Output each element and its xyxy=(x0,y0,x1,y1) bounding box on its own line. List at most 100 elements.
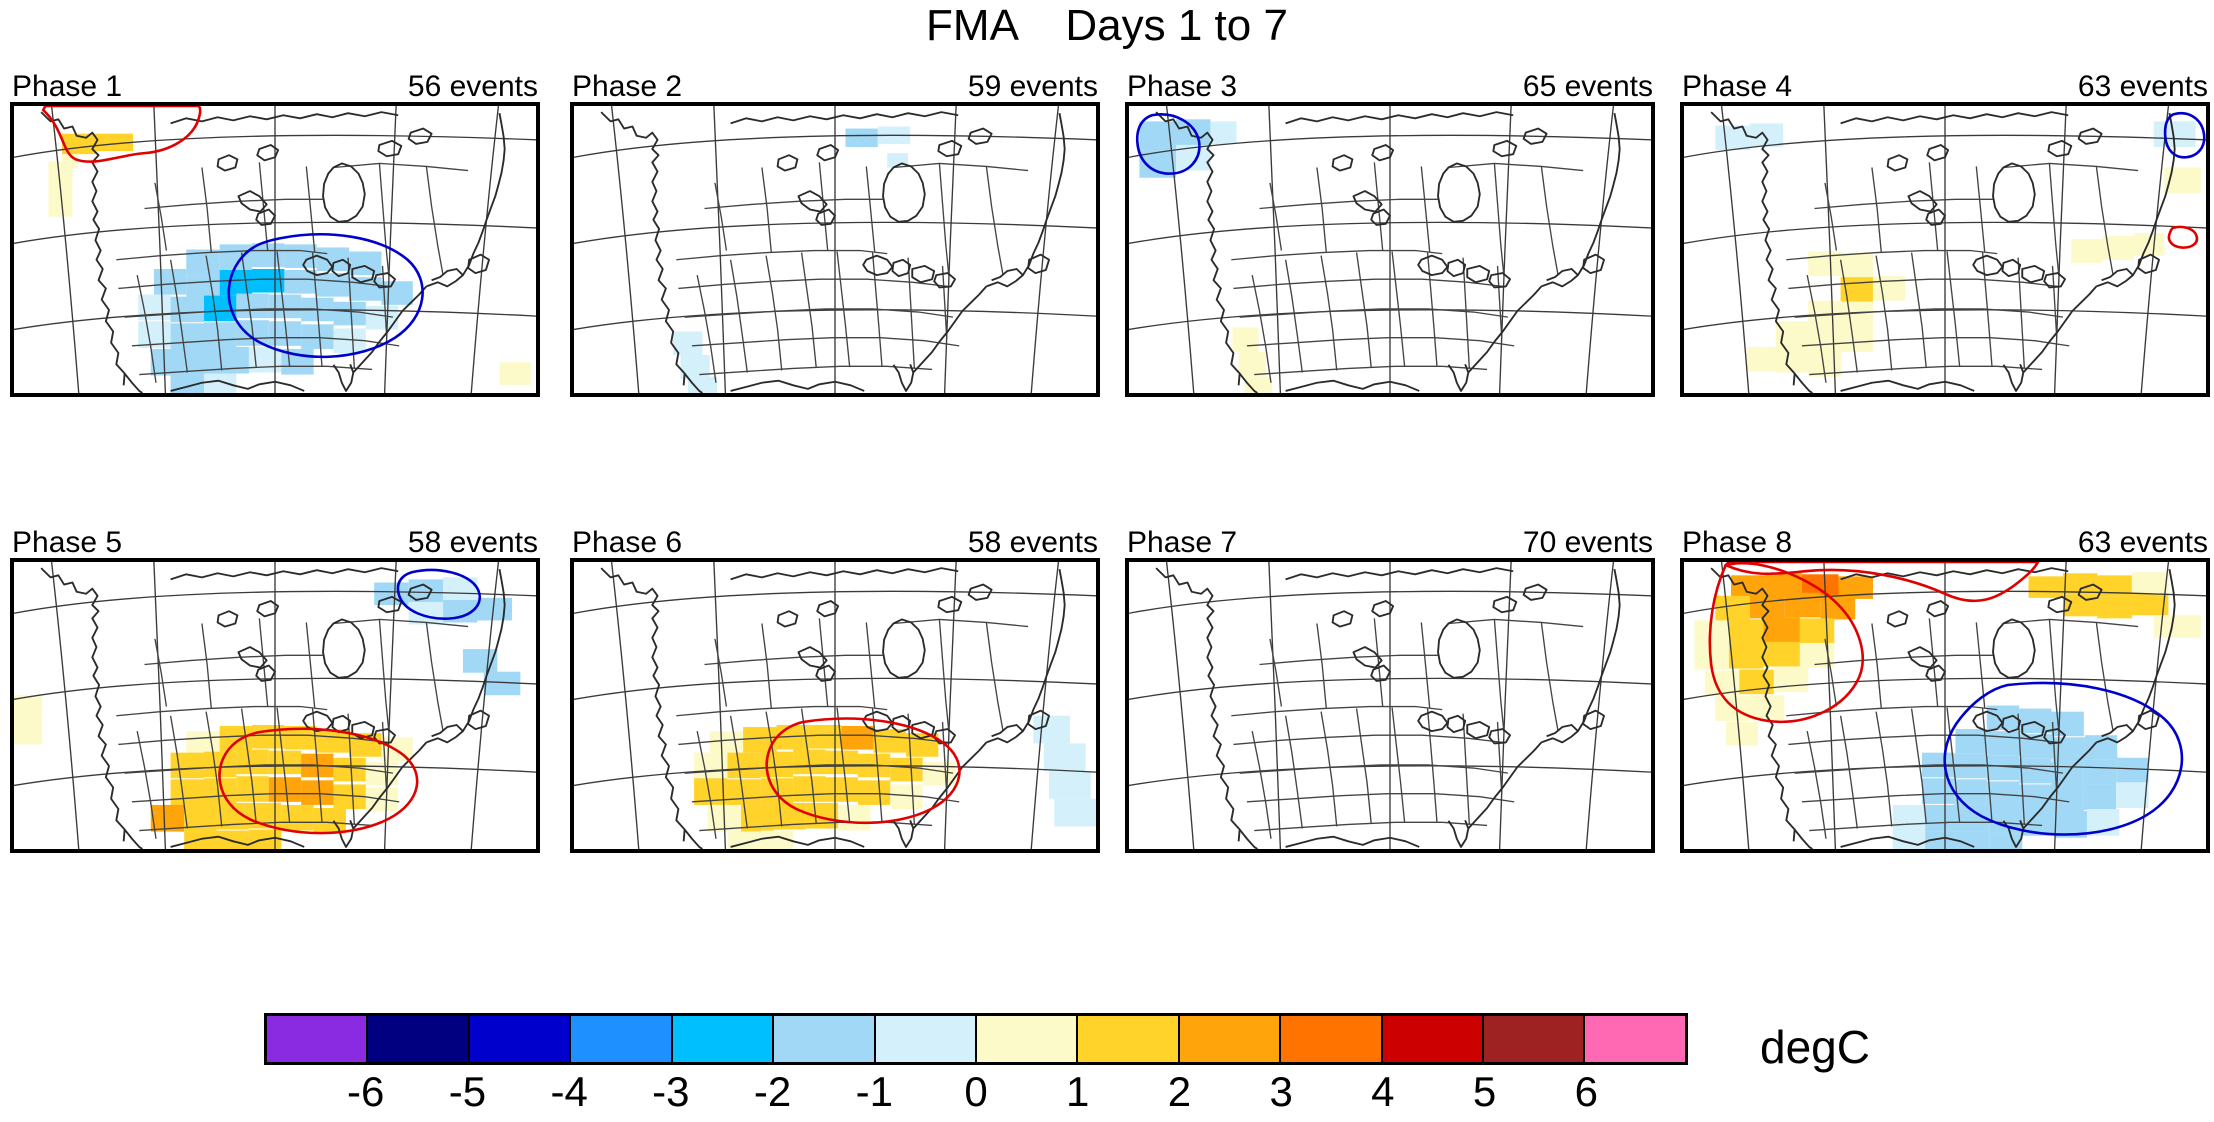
colorbar-tick-2: -4 xyxy=(550,1068,588,1115)
significance-contours xyxy=(1708,562,2184,836)
panel-title-phase-5: Phase 5 xyxy=(12,526,123,559)
graticule xyxy=(574,562,1096,849)
panel-phase-7: Phase 7 70 events xyxy=(1125,524,1655,853)
panel-event-count-phase-1: 56 events xyxy=(407,70,538,103)
panel-phase-4: Phase 4 63 events xyxy=(1680,68,2210,397)
panel-header-phase-4: Phase 4 63 events xyxy=(1680,68,2210,102)
panel-title-phase-4: Phase 4 xyxy=(1682,70,1793,103)
colorbar-cell-10 xyxy=(1281,1016,1383,1062)
colorbar-cell-7 xyxy=(976,1016,1079,1062)
colorbar-tick-3: -3 xyxy=(652,1068,690,1115)
map-phase-6 xyxy=(570,558,1100,853)
map-phase-5 xyxy=(10,558,540,853)
panel-phase-5: Phase 5 58 events xyxy=(10,524,540,853)
colorbar-swatches xyxy=(264,1013,1688,1065)
significance-contours xyxy=(765,717,961,825)
colorbar-tick-8: 2 xyxy=(1167,1068,1192,1115)
coastline xyxy=(600,111,1066,393)
panel-event-count-phase-7: 70 events xyxy=(1522,526,1653,559)
political-borders xyxy=(1231,162,1584,383)
graticule xyxy=(574,106,1096,393)
political-borders xyxy=(116,162,469,383)
significance-contours xyxy=(1135,113,1201,175)
colorbar-cell-5 xyxy=(774,1016,876,1062)
anomaly-shading xyxy=(1139,119,1273,393)
political-borders xyxy=(676,618,1029,839)
colorbar-tick-0: -6 xyxy=(347,1068,385,1115)
anomaly-shading xyxy=(673,126,911,393)
political-borders xyxy=(1786,618,2139,839)
colorbar-cell-11 xyxy=(1382,1016,1485,1062)
map-phase-3 xyxy=(1125,102,1655,397)
panel-title-phase-2: Phase 2 xyxy=(572,70,683,103)
map-phase-4 xyxy=(1680,102,2210,397)
figure-title: FMA Days 1 to 7 xyxy=(926,1,1288,50)
colorbar-cell-13 xyxy=(1585,1016,1685,1062)
colorbar-tick-11: 5 xyxy=(1472,1068,1497,1115)
colorbar-cell-9 xyxy=(1179,1016,1282,1062)
colorbar-cell-8 xyxy=(1078,1016,1180,1062)
map-phase-8 xyxy=(1680,558,2210,853)
colorbar-tick-labels: -6 -5 -4 -3 -2 -1 0 1 2 3 4 5 6 xyxy=(264,1069,1688,1117)
political-borders xyxy=(1231,618,1584,839)
colorbar-tick-12: 6 xyxy=(1574,1068,1598,1115)
panel-header-phase-8: Phase 8 63 events xyxy=(1680,524,2210,558)
colorbar-cell-3 xyxy=(571,1016,673,1062)
political-borders xyxy=(676,162,1029,383)
colorbar-tick-5: -1 xyxy=(855,1068,893,1115)
panel-header-phase-5: Phase 5 58 events xyxy=(10,524,540,558)
panel-title-phase-3: Phase 3 xyxy=(1127,70,1238,103)
coastline xyxy=(600,567,1066,849)
colorbar-cell-2 xyxy=(469,1016,572,1062)
colorbar-cell-1 xyxy=(368,1016,470,1062)
colorbar-tick-1: -5 xyxy=(448,1068,487,1115)
graticule xyxy=(14,562,536,849)
panel-phase-3: Phase 3 65 events xyxy=(1125,68,1655,397)
coastline xyxy=(1710,111,2176,393)
colorbar-tick-6: 0 xyxy=(964,1068,988,1115)
graticule xyxy=(1684,106,2206,393)
map-phase-7 xyxy=(1125,558,1655,853)
colorbar-cell-12 xyxy=(1484,1016,1586,1062)
map-phase-1 xyxy=(10,102,540,397)
panel-title-phase-7: Phase 7 xyxy=(1127,526,1238,559)
colorbar-tick-4: -2 xyxy=(753,1068,792,1115)
panel-phase-6: Phase 6 58 events xyxy=(570,524,1100,853)
panel-title-phase-8: Phase 8 xyxy=(1682,526,1793,559)
coastline xyxy=(1155,111,1621,393)
anomaly-shading xyxy=(694,715,1096,849)
colorbar-cell-0 xyxy=(267,1016,369,1062)
map-phase-2 xyxy=(570,102,1100,397)
panel-phase-1: Phase 1 56 events xyxy=(10,68,540,397)
significance-contours xyxy=(2163,111,2206,249)
panel-event-count-phase-5: 58 events xyxy=(407,526,538,559)
colorbar-cell-4 xyxy=(672,1016,775,1062)
panel-event-count-phase-4: 63 events xyxy=(2077,70,2208,103)
panel-header-phase-3: Phase 3 65 events xyxy=(1125,68,1655,102)
coastline xyxy=(1155,567,1621,849)
panel-title-phase-6: Phase 6 xyxy=(572,526,683,559)
political-borders xyxy=(1786,162,2139,383)
significance-contours xyxy=(218,568,481,835)
panel-event-count-phase-2: 59 events xyxy=(967,70,1098,103)
colorbar: -6 -5 -4 -3 -2 -1 0 1 2 3 4 5 6 xyxy=(264,1013,1688,1117)
coastline xyxy=(40,567,506,849)
colorbar-tick-10: 4 xyxy=(1371,1068,1395,1115)
panel-title-phase-1: Phase 1 xyxy=(12,70,123,103)
panel-header-phase-2: Phase 2 59 events xyxy=(570,68,1100,102)
coastline xyxy=(40,111,506,393)
colorbar-cell-6 xyxy=(875,1016,977,1062)
colorbar-tick-7: 1 xyxy=(1066,1068,1090,1115)
significance-contours xyxy=(41,106,424,359)
colorbar-tick-9: 3 xyxy=(1269,1068,1293,1115)
panel-phase-8: Phase 8 63 events xyxy=(1680,524,2210,853)
panel-phase-2: Phase 2 59 events xyxy=(570,68,1100,397)
panel-event-count-phase-8: 63 events xyxy=(2077,526,2208,559)
anomaly-shading xyxy=(1715,121,2201,377)
panel-header-phase-7: Phase 7 70 events xyxy=(1125,524,1655,558)
colorbar-unit-label: degC xyxy=(1760,1021,1870,1073)
panel-header-phase-6: Phase 6 58 events xyxy=(570,524,1100,558)
panel-event-count-phase-6: 58 events xyxy=(967,526,1098,559)
panel-header-phase-1: Phase 1 56 events xyxy=(10,68,540,102)
